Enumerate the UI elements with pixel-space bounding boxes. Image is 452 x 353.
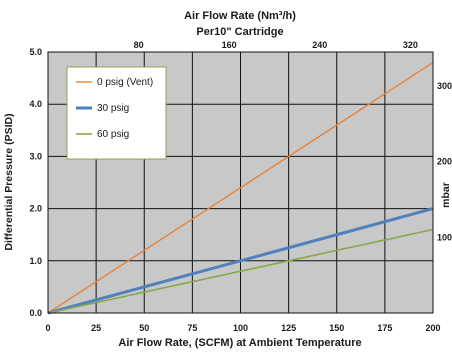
legend-entry-label: 60 psig — [97, 129, 129, 140]
right-tick-label: 300 — [437, 81, 452, 91]
top-tick-label: 240 — [312, 40, 327, 50]
x-axis-ticks: 0 25 50 75 100 125 150 175 200 — [45, 323, 440, 333]
x-tick-label: 150 — [329, 323, 344, 333]
y-tick-label: 1.0 — [29, 256, 42, 266]
x-tick-label: 50 — [139, 323, 149, 333]
top-tick-label: 80 — [134, 40, 144, 50]
plot-frame — [47, 51, 434, 314]
legend: 0 psig (Vent) 30 psig 60 psig — [66, 66, 167, 160]
right-tick-label: 100 — [437, 232, 452, 242]
x-tick-label: 200 — [425, 323, 440, 333]
series-line-3 — [47, 228, 434, 314]
y-tick-label: 5.0 — [29, 47, 42, 57]
y-tick-label: 0.0 — [29, 308, 42, 318]
right-axis-ticks: 100 200 300 — [437, 81, 452, 242]
x-tick-label: 125 — [281, 323, 296, 333]
x-tick-label: 0 — [45, 323, 50, 333]
x-tick-label: 75 — [187, 323, 197, 333]
right-tick-label: 200 — [437, 157, 452, 167]
y-tick-label: 3.0 — [29, 151, 42, 161]
y-axis-label: Differential Pressure (PSID) — [3, 113, 15, 250]
y-tick-label: 2.0 — [29, 204, 42, 214]
data-series — [47, 61, 434, 315]
y-tick-label: 4.0 — [29, 99, 42, 109]
chart-title: Air Flow Rate (Nm³/h) — [184, 10, 296, 22]
top-tick-label: 320 — [403, 40, 418, 50]
x-tick-label: 175 — [377, 323, 392, 333]
legend-entry-label: 30 psig — [97, 103, 129, 114]
y2-axis-label: mbar — [440, 182, 452, 208]
series-line-1 — [47, 61, 434, 314]
legend-box — [66, 66, 167, 160]
top-tick-label: 160 — [222, 40, 237, 50]
legend-entry-label: 0 psig (Vent) — [97, 77, 153, 88]
x-tick-label: 25 — [91, 323, 101, 333]
y-axis-ticks: 0.0 1.0 2.0 3.0 4.0 5.0 — [29, 47, 42, 318]
series-line-2 — [47, 207, 434, 315]
x-tick-label: 100 — [233, 323, 248, 333]
x-axis-label: Air Flow Rate, (SCFM) at Ambient Tempera… — [118, 337, 361, 349]
top-axis-ticks: 80 160 240 320 — [134, 40, 418, 50]
chart-subtitle: Per10" Cartridge — [196, 26, 283, 38]
